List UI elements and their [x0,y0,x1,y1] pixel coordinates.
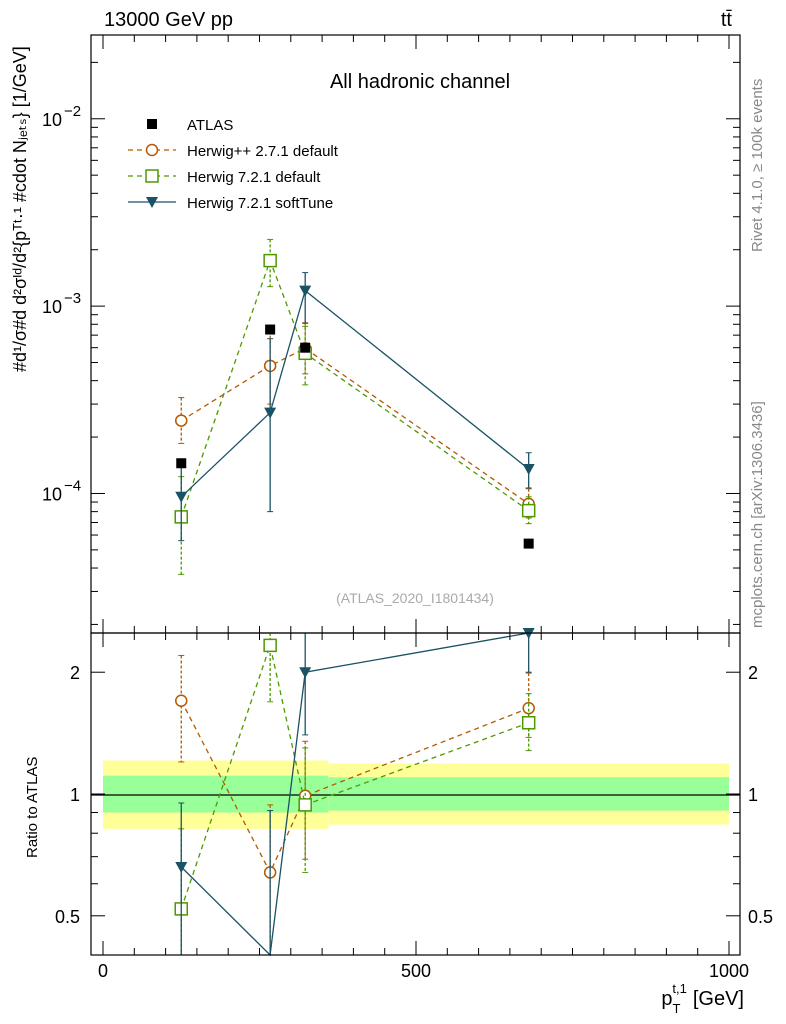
legend-label: Herwig 7.2.1 default [187,169,321,186]
ratio-y-tick-label: 0.5 [55,907,80,927]
main-series-2-point [263,253,277,268]
ratio-panel: 0.5 0.5 1 1 2 2 [55,628,773,957]
collision-energy-label: 13000 GeV pp [104,9,233,31]
main-y-tick-label: 10 [42,110,62,130]
ratio-series-1-line [180,700,529,874]
main-y-tick-exponent: −3 [64,290,81,307]
legend-marker [145,169,159,183]
x-tick-label: 0 [98,961,108,981]
main-series-3-point [175,491,188,503]
x-axis-label-sub: T [672,1001,680,1016]
ratio-series-3-point [299,667,312,679]
chart-title: All hadronic channel [330,71,510,93]
main-y-tick-label: 10 [42,297,62,317]
main-series-atlas-point [176,458,187,469]
legend: ATLAS Herwig++ 2.7.1 default Herwig 7.2.1 … [128,117,339,212]
ratio-band-green [328,777,729,811]
rivet-version-label: Rivet 4.1.0, ≥ 100k events [749,79,766,252]
legend-label: ATLAS [187,117,233,134]
legend-marker [146,197,158,208]
main-series-1-line [180,347,530,505]
mcplots-credit-label: mcplots.cern.ch [arXiv:1306.3436] [749,401,766,628]
main-series-2-point [521,503,536,518]
main-y-tick-label: 10 [42,484,62,504]
main-series-3-point [522,464,535,476]
ratio-series-1-point [175,694,188,708]
legend-marker [147,119,157,129]
x-axis-label-sup: t,1 [672,981,686,996]
ratio-series-2-point [263,638,277,653]
ratio-y-tick-label-right: 2 [748,663,758,683]
ratio-y-tick-label: 1 [70,785,80,805]
ratio-series-1-point [522,701,535,715]
process-label: tt̄ [721,9,733,31]
main-series-3-point [299,285,312,297]
ratio-y-tick-label-right: 0.5 [748,907,773,927]
main-y-tick-exponent: −2 [64,103,81,120]
main-series-1-point [175,414,188,427]
main-series-atlas-point [523,538,534,549]
x-tick-label: 500 [401,961,431,981]
ratio-series-3-point [175,862,188,874]
legend-label: Herwig 7.2.1 softTune [187,195,333,212]
ratio-y-tick-label: 2 [70,663,80,683]
x-axis-label-base: p [661,988,672,1010]
ratio-series-2-point [298,798,312,812]
main-panel: All hadronic channel (ATLAS_2020_I180143… [42,34,741,634]
ratio-band-green [259,775,329,813]
legend-label: Herwig++ 2.7.1 default [187,143,339,160]
x-axis-label-unit: [GeV] [693,988,744,1010]
main-series-atlas-point [300,342,311,353]
main-series-3-point [264,407,277,419]
main-series-3-line [180,289,530,498]
main-series-atlas-point [265,324,276,335]
ratio-y-axis-label: Ratio to ATLAS [24,757,41,858]
x-tick-label: 1000 [709,961,749,981]
ratio-series-3-line [180,632,529,957]
main-y-tick-exponent: −4 [64,477,81,494]
x-axis-label: pTt,1 [GeV] [661,981,744,1016]
main-y-axis-label: #d¹/σ#d d²σᴵᵈ/d²{pᵀᵗ·¹ #cdot Nⱼₑₜₛ} [1/G… [10,46,30,372]
ratio-series-2-point [521,716,536,730]
main-series-2-line [180,258,530,518]
legend-marker [145,143,159,157]
ratio-y-tick-label-right: 1 [748,785,758,805]
ratio-series-2-line [180,642,529,910]
analysis-tag: (ATLAS_2020_I1801434) [336,590,494,606]
